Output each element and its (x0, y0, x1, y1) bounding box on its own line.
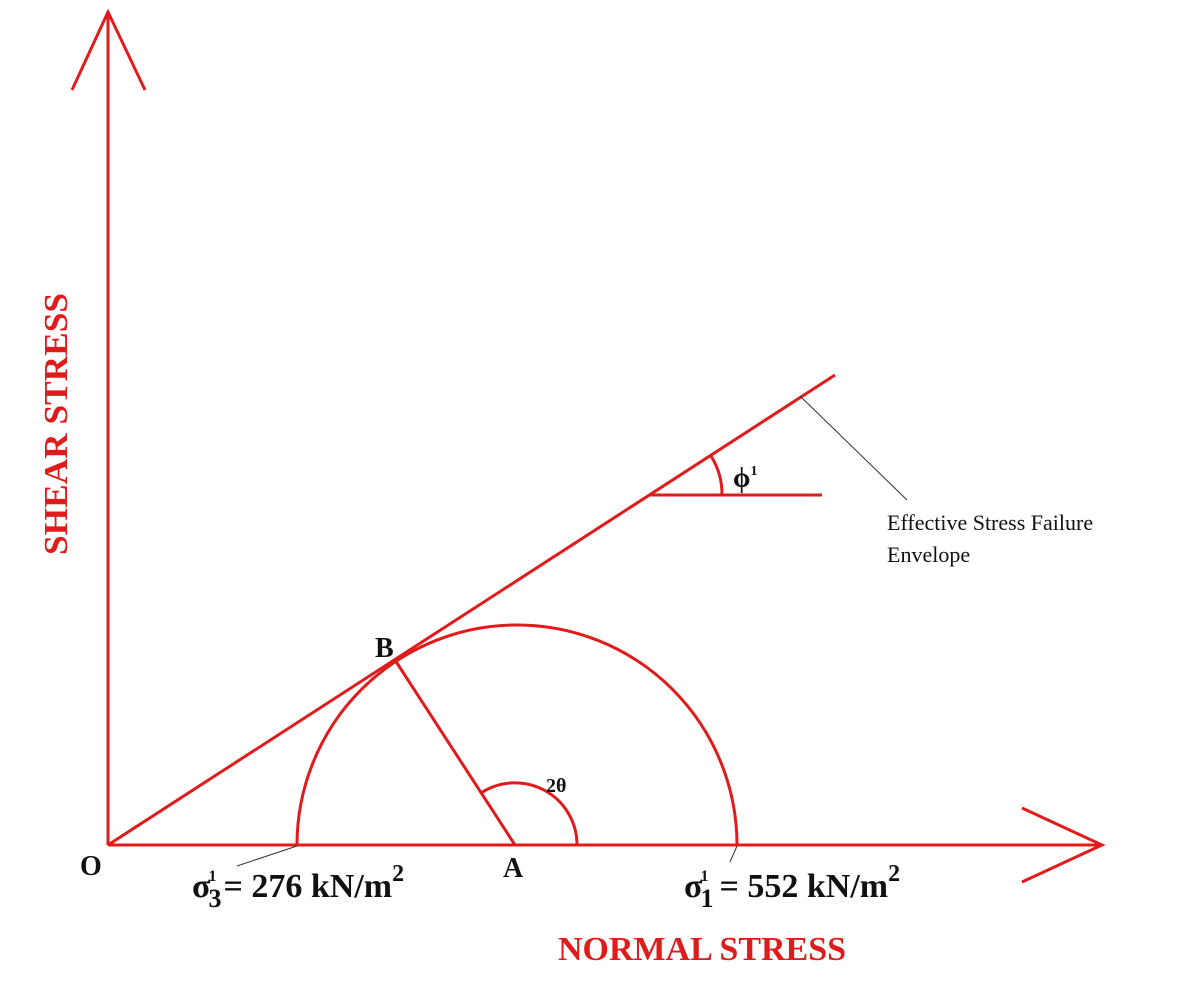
two-theta-label: 2θ (546, 775, 566, 797)
point-b-label: B (375, 633, 394, 664)
envelope-label-line1: Effective Stress Failure (887, 510, 1093, 535)
envelope-leader (799, 395, 908, 501)
phi-angle-arc (709, 455, 724, 496)
failure-envelope-line (107, 373, 836, 847)
sigma1-leader (729, 845, 738, 863)
sigma1-label: σ1 1 = 552 kN/m2 (684, 861, 900, 913)
envelope-label-line2: Envelope (887, 542, 970, 567)
phi-label: ϕ1 (733, 463, 757, 494)
point-a-label: A (503, 853, 524, 884)
sigma3-leader (236, 845, 298, 867)
normal-axis-arrowhead (1021, 806, 1106, 884)
x-axis-title: NORMAL STRESS (558, 931, 846, 968)
mohr-semicircle (295, 623, 739, 846)
point-o-label: O (80, 851, 102, 882)
radius-line-ab (393, 659, 517, 846)
shear-axis-arrowhead (70, 8, 147, 91)
y-axis-title: SHEAR STRESS (38, 293, 75, 555)
two-theta-arc (480, 781, 579, 846)
sigma3-label: σ1 3= 276 kN/m2 (192, 861, 404, 913)
